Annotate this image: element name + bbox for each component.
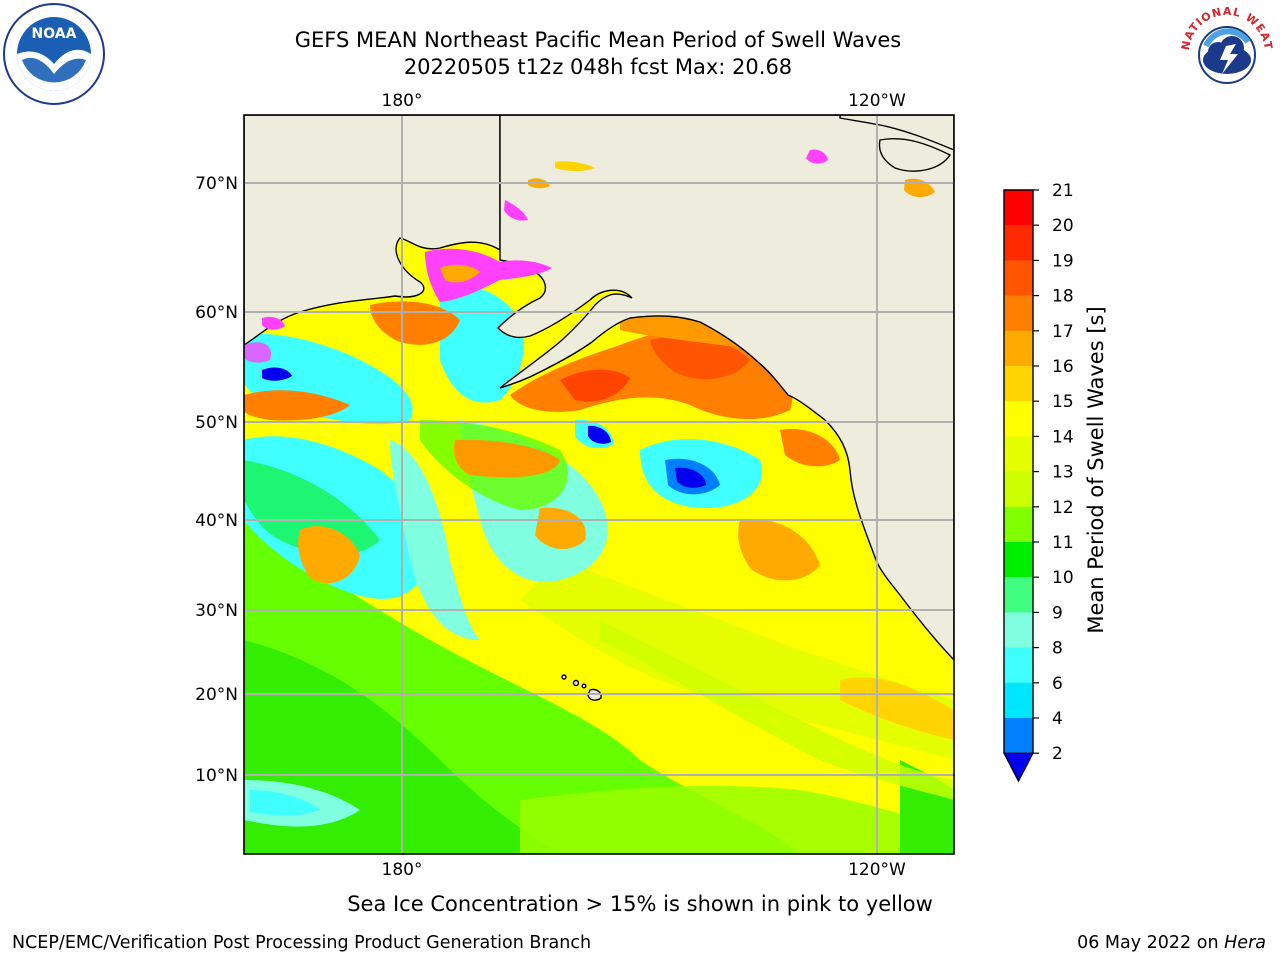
lat-label-50n: 50°N: [195, 413, 238, 433]
lat-label-30n: 30°N: [195, 601, 238, 621]
colorbar-segment: [1004, 366, 1033, 402]
colorbar-segment: [1004, 471, 1033, 508]
colorbar-tick-label: 14: [1052, 427, 1074, 447]
colorbar-segment: [1004, 436, 1033, 473]
colorbar-label: Mean Period of Swell Waves [s]: [1084, 306, 1108, 634]
footer-date: 06 May 2022 on Hera: [1077, 932, 1266, 954]
colorbar-segment: [1004, 718, 1033, 754]
chart-subtitle: 20220505 t12z 048h fcst Max: 20.68: [403, 55, 793, 79]
colorbar-segment: [1004, 542, 1033, 578]
colorbar-segment: [1004, 506, 1033, 543]
colorbar-tick-label: 16: [1052, 357, 1074, 377]
chart-title: GEFS MEAN Northeast Pacific Mean Period …: [294, 28, 902, 52]
colorbar-tick-label: 8: [1052, 639, 1063, 659]
footer-host: Hera: [1224, 933, 1266, 953]
colorbar-extend-arrow: [1003, 752, 1034, 783]
colorbar-segment: [1004, 577, 1033, 613]
colorbar-segment: [1004, 612, 1033, 649]
noaa-logo-text: NOAA: [32, 26, 77, 42]
lat-label-20n: 20°N: [195, 685, 238, 705]
lat-label-10n: 10°N: [195, 766, 238, 786]
colorbar-ticks: 21 20 19 18 17 16 15 14 13 12 11 10 9 8 6 4 2: [1033, 181, 1074, 764]
sea-ice-note: Sea Ice Concentration > 15% is shown in …: [347, 892, 933, 916]
colorbar-segment: [1004, 190, 1033, 226]
footer-credit: NCEP/EMC/Verification Post Processing Pr…: [12, 933, 592, 953]
colorbar-tick-label: 20: [1052, 216, 1074, 236]
map-plot-area: [244, 115, 954, 854]
footer-date-text: 06 May 2022 on: [1077, 933, 1219, 953]
lon-top-label-180: 180°: [382, 91, 423, 111]
colorbar-segment: [1004, 295, 1033, 332]
colorbar-tick-label: 21: [1052, 181, 1074, 201]
lon-bottom-label-180: 180°: [382, 860, 423, 880]
colorbar-tick-label: 9: [1052, 603, 1063, 623]
coastline: [244, 115, 954, 701]
colorbar-segment: [1004, 260, 1033, 297]
colorbar-tick-label: 18: [1052, 287, 1074, 307]
colorbar-tick-label: 17: [1052, 322, 1074, 342]
colorbar-tick-label: 10: [1052, 568, 1074, 588]
colorbar-tick-label: 13: [1052, 463, 1074, 483]
colorbar-tick-label: 4: [1052, 709, 1063, 729]
graticule: [244, 115, 954, 854]
colorbar-segment: [1004, 330, 1033, 367]
colorbar-segment: [1004, 401, 1033, 437]
lon-bottom-label-120w: 120°W: [848, 860, 906, 880]
colorbar-segment: [1004, 225, 1033, 261]
colorbar-tick-label: 6: [1052, 674, 1063, 694]
noaa-logo-icon: NOAA: [3, 3, 105, 105]
colorbar-segment: [1004, 682, 1033, 719]
lat-label-70n: 70°N: [195, 174, 238, 194]
colorbar-segment: [1004, 647, 1033, 684]
colorbar-tick-label: 11: [1052, 533, 1074, 553]
colorbar-tick-label: 2: [1052, 744, 1063, 764]
colorbar-tick-label: 19: [1052, 251, 1074, 271]
nws-logo-icon: NATIONAL WEATHER SERVICE: [1176, 2, 1275, 101]
lat-label-60n: 60°N: [195, 303, 238, 323]
lon-top-label-120w: 120°W: [848, 91, 906, 111]
lat-label-40n: 40°N: [195, 511, 238, 531]
colorbar: [1003, 189, 1034, 783]
map-frame: [243, 114, 955, 855]
colorbar-tick-label: 12: [1052, 498, 1074, 518]
colorbar-tick-label: 15: [1052, 392, 1074, 412]
